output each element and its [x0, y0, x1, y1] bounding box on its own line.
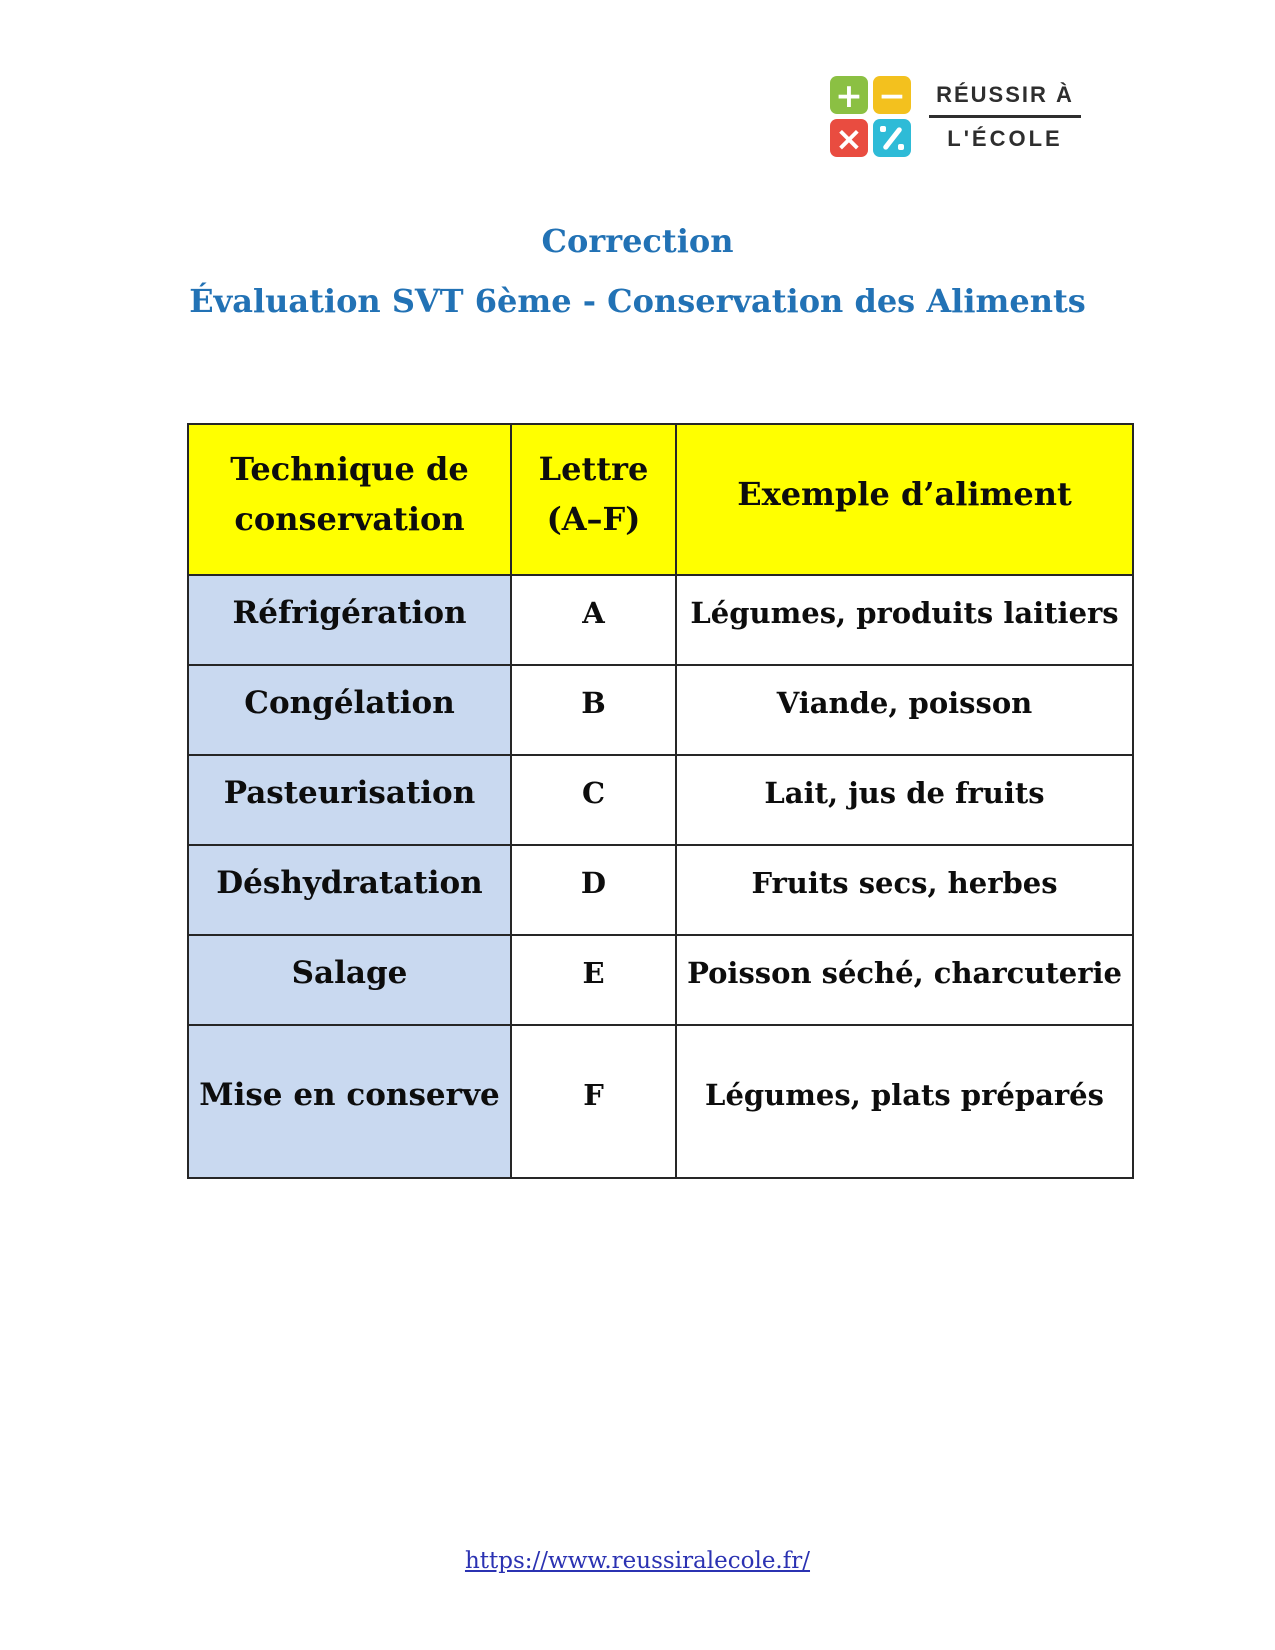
- site-logo: + − × RÉUSSIR À L'ÉCOLE: [830, 76, 1081, 157]
- technique-cell: Salage: [187, 934, 512, 1026]
- lettre-cell: D: [510, 844, 677, 936]
- minus-icon: −: [873, 76, 911, 114]
- lettre-cell: C: [510, 754, 677, 846]
- table-row: Réfrigération A Légumes, produits laitie…: [187, 574, 1134, 666]
- table-row: Salage E Poisson séché, charcuterie: [187, 934, 1134, 1026]
- technique-cell: Congélation: [187, 664, 512, 756]
- multiply-icon: ×: [830, 119, 868, 157]
- col-header-lettre: Lettre (A–F): [510, 423, 677, 576]
- lettre-cell: F: [510, 1024, 677, 1179]
- lettre-cell: B: [510, 664, 677, 756]
- table-row: Déshydratation D Fruits secs, herbes: [187, 844, 1134, 936]
- table-row: Pasteurisation C Lait, jus de fruits: [187, 754, 1134, 846]
- lettre-cell: A: [510, 574, 677, 666]
- exemple-cell: Poisson séché, charcuterie: [675, 934, 1134, 1026]
- exemple-cell: Légumes, plats préparés: [675, 1024, 1134, 1179]
- footer: https://www.reussiralecole.fr/: [0, 1548, 1275, 1574]
- col-header-technique: Technique de conservation: [187, 423, 512, 576]
- conservation-table: Technique de conservation Lettre (A–F) E…: [187, 423, 1134, 1179]
- website-link[interactable]: https://www.reussiralecole.fr/: [464, 1548, 811, 1574]
- logo-wordmark: RÉUSSIR À L'ÉCOLE: [929, 82, 1081, 152]
- technique-cell: Réfrigération: [187, 574, 512, 666]
- page-subtitle: Évaluation SVT 6ème - Conservation des A…: [189, 282, 1086, 320]
- technique-cell: Pasteurisation: [187, 754, 512, 846]
- plus-icon: +: [830, 76, 868, 114]
- table-row: Congélation B Viande, poisson: [187, 664, 1134, 756]
- exemple-cell: Légumes, produits laitiers: [675, 574, 1134, 666]
- logo-line1: RÉUSSIR À: [936, 82, 1074, 107]
- exemple-cell: Lait, jus de fruits: [675, 754, 1134, 846]
- page-title: Correction: [541, 222, 734, 260]
- lettre-cell: E: [510, 934, 677, 1026]
- col-header-exemple: Exemple d’aliment: [675, 423, 1134, 576]
- exemple-cell: Fruits secs, herbes: [675, 844, 1134, 936]
- divide-icon: [873, 119, 911, 157]
- technique-cell: Mise en conserve: [187, 1024, 512, 1179]
- logo-math-squares: + − ×: [830, 76, 911, 157]
- logo-line2: L'ÉCOLE: [947, 126, 1063, 151]
- logo-divider: [929, 115, 1081, 118]
- table-header-row: Technique de conservation Lettre (A–F) E…: [187, 423, 1134, 576]
- divide-symbol: [873, 119, 911, 157]
- table-row: Mise en conserve F Légumes, plats prépar…: [187, 1024, 1134, 1179]
- technique-cell: Déshydratation: [187, 844, 512, 936]
- exemple-cell: Viande, poisson: [675, 664, 1134, 756]
